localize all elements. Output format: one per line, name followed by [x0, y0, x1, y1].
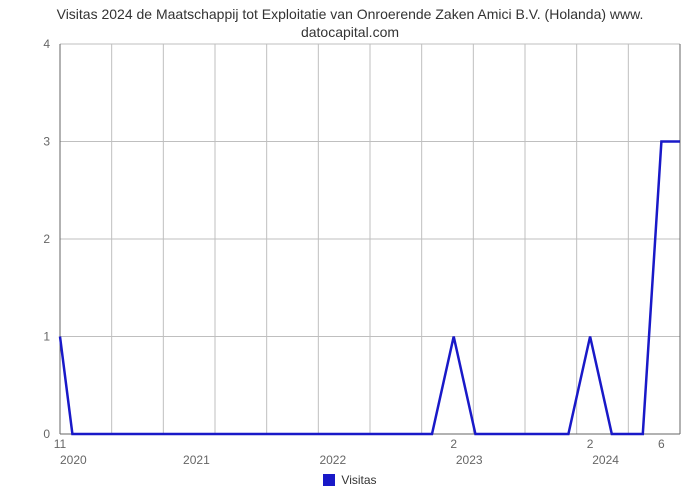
chart-container: Visitas 2024 de Maatschappij tot Exploit…	[0, 0, 700, 500]
svg-text:2: 2	[43, 232, 50, 246]
legend-swatch	[323, 474, 335, 486]
svg-text:0: 0	[43, 427, 50, 441]
svg-text:2021: 2021	[183, 453, 210, 467]
svg-text:2022: 2022	[319, 453, 346, 467]
svg-text:3: 3	[43, 135, 50, 149]
svg-text:1: 1	[43, 330, 50, 344]
chart-legend: Visitas	[0, 472, 700, 487]
svg-text:4: 4	[43, 37, 50, 51]
svg-text:2: 2	[450, 437, 457, 451]
svg-text:2020: 2020	[60, 453, 87, 467]
svg-text:2024: 2024	[592, 453, 619, 467]
svg-text:6: 6	[658, 437, 665, 451]
svg-text:11: 11	[54, 437, 67, 451]
legend-label: Visitas	[341, 473, 376, 487]
chart-plot: 0 1 2 3 4 11 2 2 6 2020 2021 2022 2023 2024	[0, 0, 700, 500]
svg-text:2: 2	[587, 437, 594, 451]
svg-text:2023: 2023	[456, 453, 483, 467]
